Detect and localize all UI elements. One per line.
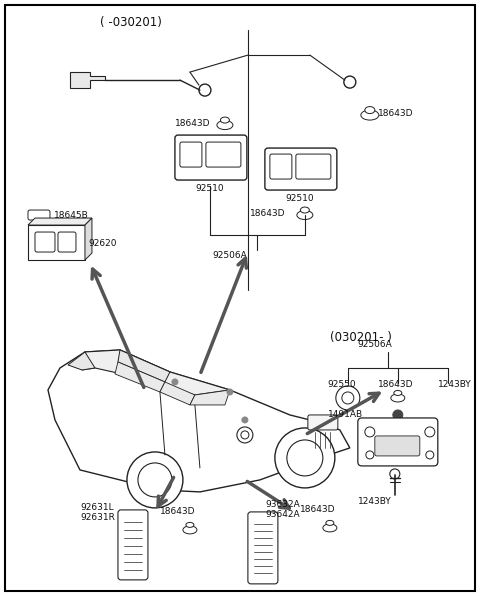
Polygon shape bbox=[28, 218, 92, 225]
Polygon shape bbox=[160, 382, 195, 405]
Text: 18643D: 18643D bbox=[160, 507, 196, 516]
Text: 18645B: 18645B bbox=[54, 210, 89, 219]
Circle shape bbox=[127, 452, 183, 508]
Circle shape bbox=[425, 427, 435, 437]
Text: 18643D: 18643D bbox=[378, 108, 413, 117]
Text: 1243BY: 1243BY bbox=[438, 380, 471, 389]
Ellipse shape bbox=[365, 107, 375, 114]
Circle shape bbox=[242, 417, 248, 423]
Text: 18643D: 18643D bbox=[250, 209, 286, 218]
Ellipse shape bbox=[394, 390, 402, 396]
Circle shape bbox=[237, 427, 253, 443]
Circle shape bbox=[393, 410, 403, 420]
FancyBboxPatch shape bbox=[375, 436, 420, 456]
Text: 1243BY: 1243BY bbox=[358, 498, 392, 507]
Circle shape bbox=[241, 431, 249, 439]
Circle shape bbox=[344, 76, 356, 88]
Text: 1491AB: 1491AB bbox=[328, 411, 363, 420]
Circle shape bbox=[199, 84, 211, 96]
Circle shape bbox=[390, 469, 400, 479]
FancyBboxPatch shape bbox=[180, 142, 202, 167]
Ellipse shape bbox=[220, 117, 229, 123]
FancyBboxPatch shape bbox=[248, 512, 278, 584]
Circle shape bbox=[287, 440, 323, 476]
Ellipse shape bbox=[391, 394, 405, 402]
FancyBboxPatch shape bbox=[270, 154, 292, 179]
Circle shape bbox=[366, 451, 374, 459]
FancyBboxPatch shape bbox=[308, 415, 338, 430]
Text: 18643D: 18643D bbox=[175, 119, 210, 128]
Circle shape bbox=[336, 386, 360, 410]
FancyBboxPatch shape bbox=[175, 135, 247, 180]
Polygon shape bbox=[115, 362, 165, 392]
Polygon shape bbox=[70, 72, 105, 88]
Text: 92620: 92620 bbox=[88, 238, 117, 247]
Text: 18643D: 18643D bbox=[300, 505, 336, 514]
Ellipse shape bbox=[186, 523, 194, 527]
Circle shape bbox=[172, 379, 178, 385]
Ellipse shape bbox=[323, 524, 337, 532]
Polygon shape bbox=[118, 350, 170, 382]
Polygon shape bbox=[48, 350, 350, 492]
Text: 93632A: 93632A bbox=[265, 501, 300, 510]
FancyBboxPatch shape bbox=[296, 154, 331, 179]
Circle shape bbox=[275, 428, 335, 488]
Text: 92631R: 92631R bbox=[80, 513, 115, 523]
Polygon shape bbox=[28, 225, 85, 260]
FancyBboxPatch shape bbox=[206, 142, 241, 167]
Circle shape bbox=[426, 451, 434, 459]
Circle shape bbox=[138, 463, 172, 497]
Polygon shape bbox=[85, 218, 92, 260]
Circle shape bbox=[227, 389, 233, 395]
Ellipse shape bbox=[183, 526, 197, 534]
Ellipse shape bbox=[217, 120, 233, 129]
Text: 92506A: 92506A bbox=[213, 250, 247, 259]
Polygon shape bbox=[68, 352, 95, 370]
Ellipse shape bbox=[297, 210, 313, 219]
FancyBboxPatch shape bbox=[35, 232, 55, 252]
Ellipse shape bbox=[361, 110, 379, 120]
Text: 92510: 92510 bbox=[286, 194, 314, 203]
Ellipse shape bbox=[326, 520, 334, 526]
Polygon shape bbox=[190, 390, 230, 405]
FancyBboxPatch shape bbox=[28, 210, 50, 220]
FancyBboxPatch shape bbox=[118, 510, 148, 580]
Circle shape bbox=[342, 392, 354, 404]
FancyBboxPatch shape bbox=[58, 232, 76, 252]
Text: 92631L: 92631L bbox=[80, 504, 114, 513]
Circle shape bbox=[365, 427, 375, 437]
FancyBboxPatch shape bbox=[265, 148, 337, 190]
Text: 92550: 92550 bbox=[328, 380, 357, 389]
Text: 18643D: 18643D bbox=[378, 380, 413, 389]
Text: (030201- ): (030201- ) bbox=[330, 331, 392, 344]
Text: 93642A: 93642A bbox=[265, 510, 300, 519]
Text: 92510: 92510 bbox=[195, 184, 224, 193]
Ellipse shape bbox=[300, 207, 310, 213]
Text: 92506A: 92506A bbox=[358, 340, 392, 349]
Text: ( -030201): ( -030201) bbox=[100, 15, 162, 29]
FancyBboxPatch shape bbox=[358, 418, 438, 466]
Polygon shape bbox=[82, 350, 230, 395]
